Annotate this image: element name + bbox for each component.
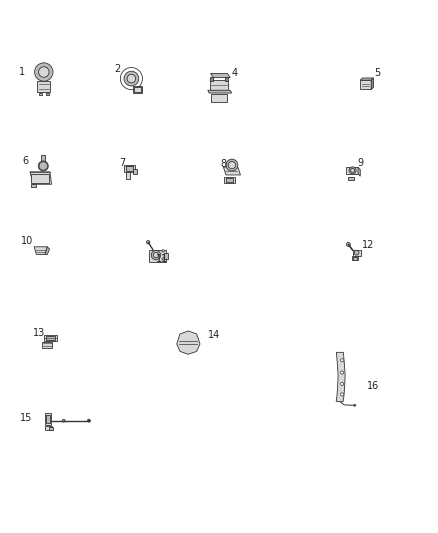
Text: 2: 2 bbox=[114, 64, 120, 75]
Polygon shape bbox=[223, 167, 240, 175]
Polygon shape bbox=[177, 331, 200, 354]
Bar bbox=[134, 87, 141, 92]
Bar bbox=[353, 250, 361, 256]
Text: 8: 8 bbox=[220, 159, 226, 168]
Circle shape bbox=[35, 63, 53, 81]
Bar bbox=[46, 336, 55, 340]
Polygon shape bbox=[208, 90, 232, 93]
Circle shape bbox=[120, 68, 142, 90]
Bar bbox=[42, 155, 45, 166]
Polygon shape bbox=[39, 161, 47, 171]
Text: 6: 6 bbox=[22, 156, 28, 166]
Bar bbox=[353, 257, 357, 260]
Bar bbox=[127, 172, 130, 179]
Bar bbox=[226, 179, 233, 182]
Circle shape bbox=[228, 161, 236, 169]
Bar bbox=[45, 426, 52, 430]
Bar bbox=[39, 93, 42, 95]
Bar bbox=[360, 80, 371, 90]
Circle shape bbox=[153, 253, 159, 258]
Polygon shape bbox=[30, 172, 52, 184]
Circle shape bbox=[341, 382, 344, 385]
Text: 10: 10 bbox=[21, 236, 33, 246]
Bar bbox=[211, 94, 227, 102]
Bar bbox=[49, 427, 53, 430]
Text: 15: 15 bbox=[20, 413, 32, 423]
Text: 7: 7 bbox=[120, 158, 126, 168]
Circle shape bbox=[88, 419, 90, 422]
Circle shape bbox=[341, 359, 344, 362]
Polygon shape bbox=[45, 247, 49, 254]
Circle shape bbox=[162, 250, 164, 252]
Bar bbox=[164, 253, 168, 259]
Polygon shape bbox=[360, 78, 373, 80]
Text: 1: 1 bbox=[19, 67, 25, 77]
Circle shape bbox=[151, 251, 161, 260]
Circle shape bbox=[346, 243, 350, 246]
Bar bbox=[149, 249, 166, 262]
Bar bbox=[224, 177, 235, 183]
Text: 12: 12 bbox=[362, 240, 374, 251]
Bar bbox=[352, 256, 358, 261]
Text: 13: 13 bbox=[33, 328, 46, 338]
Bar bbox=[210, 80, 228, 90]
Circle shape bbox=[127, 74, 136, 83]
Bar bbox=[126, 166, 133, 171]
Text: 9: 9 bbox=[357, 158, 363, 168]
Bar bbox=[46, 93, 49, 95]
Circle shape bbox=[350, 168, 355, 172]
Circle shape bbox=[38, 161, 48, 171]
Circle shape bbox=[162, 258, 164, 260]
Bar bbox=[226, 77, 228, 81]
Text: 16: 16 bbox=[367, 381, 379, 391]
Circle shape bbox=[39, 67, 49, 77]
Bar bbox=[45, 413, 51, 425]
Polygon shape bbox=[34, 247, 47, 254]
Circle shape bbox=[124, 71, 139, 86]
Circle shape bbox=[341, 371, 344, 374]
Circle shape bbox=[341, 393, 344, 396]
Bar bbox=[31, 184, 35, 188]
Bar bbox=[46, 415, 50, 424]
Circle shape bbox=[354, 251, 359, 255]
Circle shape bbox=[146, 240, 150, 244]
Bar bbox=[44, 335, 57, 341]
Bar bbox=[134, 169, 137, 174]
Bar bbox=[37, 81, 50, 92]
Bar bbox=[124, 165, 134, 172]
Polygon shape bbox=[346, 167, 358, 174]
Polygon shape bbox=[336, 352, 345, 401]
Bar bbox=[31, 174, 49, 183]
Circle shape bbox=[226, 159, 238, 171]
Polygon shape bbox=[358, 167, 360, 176]
Bar bbox=[348, 177, 354, 180]
Bar bbox=[42, 342, 52, 348]
Circle shape bbox=[354, 404, 356, 406]
Text: 14: 14 bbox=[208, 330, 220, 340]
Polygon shape bbox=[371, 78, 373, 90]
Polygon shape bbox=[211, 74, 230, 78]
Text: 11: 11 bbox=[156, 254, 168, 264]
Text: 5: 5 bbox=[374, 68, 381, 78]
Bar bbox=[210, 77, 212, 81]
Bar bbox=[133, 86, 142, 93]
Circle shape bbox=[62, 419, 65, 422]
Text: 4: 4 bbox=[231, 68, 237, 78]
Circle shape bbox=[349, 167, 356, 174]
